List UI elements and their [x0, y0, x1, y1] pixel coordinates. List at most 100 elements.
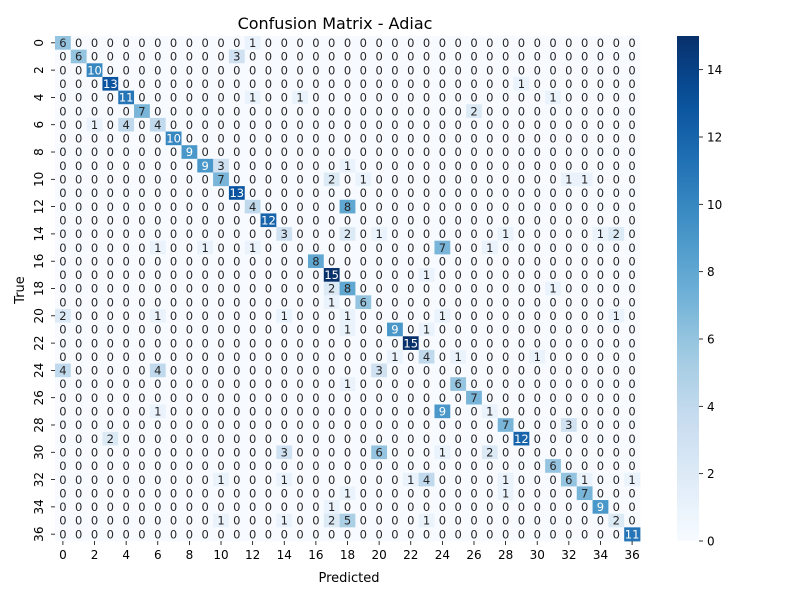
heatmap-cell-label: 0	[502, 132, 509, 146]
heatmap-cell	[513, 172, 530, 187]
heatmap-cell-label: 0	[138, 173, 145, 187]
heatmap-cell-label: 0	[470, 514, 477, 528]
heatmap-cell-label: 0	[391, 459, 398, 473]
heatmap-cell	[387, 363, 404, 378]
heatmap-cell-label: 4	[122, 118, 129, 132]
heatmap-cell	[102, 36, 119, 51]
heatmap-cell	[165, 145, 182, 160]
heatmap-cell	[118, 336, 135, 351]
heatmap-cell	[165, 349, 182, 364]
heatmap-cell-label: 0	[518, 159, 525, 173]
heatmap-cell-label: 0	[455, 295, 462, 309]
heatmap-cell	[276, 500, 293, 515]
heatmap-cell	[213, 131, 230, 146]
heatmap-cell	[149, 459, 167, 474]
heatmap-cell-label: 0	[107, 241, 114, 255]
heatmap-cell-label: 0	[328, 309, 335, 323]
heatmap-cell-label: 0	[138, 213, 145, 227]
heatmap-cell-label: 7	[581, 486, 588, 500]
heatmap-cell-label: 0	[581, 132, 588, 146]
heatmap-cell-label: 0	[534, 268, 541, 282]
heatmap-cell	[434, 404, 451, 419]
heatmap-cell-label: 0	[407, 200, 414, 214]
heatmap-cell	[529, 390, 546, 405]
heatmap-cell-label: 0	[549, 500, 556, 514]
heatmap-cell	[70, 76, 88, 91]
heatmap-cell-label: 0	[328, 132, 335, 146]
heatmap-cell-label: 0	[549, 77, 556, 91]
heatmap-cell-label: 0	[597, 213, 604, 227]
heatmap-cell	[624, 76, 641, 91]
heatmap-cell-label: 0	[628, 500, 635, 514]
heatmap-cell	[355, 268, 372, 283]
heatmap-cell-label: 0	[91, 486, 98, 500]
heatmap-cell	[545, 240, 562, 255]
heatmap-cell	[228, 172, 246, 187]
heatmap-cell-label: 0	[486, 432, 493, 446]
heatmap-cell-label: 0	[202, 254, 209, 268]
heatmap-cell	[244, 158, 261, 173]
heatmap-cell-label: 0	[122, 323, 129, 337]
heatmap-cell	[450, 145, 467, 160]
heatmap-cell-label: 0	[59, 186, 66, 200]
heatmap-cell-label: 0	[312, 50, 319, 64]
heatmap-cell-label: 0	[470, 323, 477, 337]
heatmap-cell-label: 0	[312, 486, 319, 500]
heatmap-cell	[276, 90, 293, 105]
heatmap-cell	[260, 240, 277, 255]
heatmap-cell	[371, 131, 388, 146]
heatmap-cell	[592, 254, 609, 269]
heatmap-cell-label: 0	[217, 418, 224, 432]
heatmap-cell	[134, 390, 151, 405]
heatmap-cell	[560, 104, 578, 119]
heatmap-cell-label: 0	[628, 145, 635, 159]
heatmap-cell	[624, 172, 641, 187]
heatmap-cell-label: 1	[154, 241, 161, 255]
heatmap-cell-label: 6	[455, 377, 462, 391]
heatmap-cell-label: 0	[59, 418, 66, 432]
heatmap-cell-label: 0	[249, 254, 256, 268]
heatmap-cell-label: 0	[154, 63, 161, 77]
heatmap-cell-label: 0	[360, 486, 367, 500]
heatmap-cell-label: 0	[534, 432, 541, 446]
heatmap-cell-label: 2	[613, 514, 620, 528]
heatmap-cell-label: 0	[628, 186, 635, 200]
heatmap-cell-label: 0	[391, 473, 398, 487]
heatmap-cell	[149, 254, 167, 269]
heatmap-cell-label: 0	[138, 200, 145, 214]
heatmap-cell	[228, 76, 246, 91]
heatmap-cell-label: 0	[628, 418, 635, 432]
heatmap-cell	[165, 76, 182, 91]
heatmap-cell-label: 0	[407, 173, 414, 187]
heatmap-cell	[102, 63, 119, 78]
heatmap-cell	[55, 63, 72, 78]
heatmap-cell	[576, 308, 593, 324]
heatmap-cell-label: 0	[154, 91, 161, 105]
heatmap-cell-label: 1	[549, 282, 556, 296]
heatmap-cell	[418, 76, 435, 91]
heatmap-cell-label: 0	[154, 200, 161, 214]
heatmap-cell	[292, 431, 309, 446]
colorbar-tick-label: 12	[707, 131, 722, 145]
heatmap-cell-label: 0	[122, 500, 129, 514]
heatmap-cell	[292, 131, 309, 146]
heatmap-cell	[560, 295, 578, 310]
heatmap-cell	[624, 459, 641, 474]
heatmap-cell	[466, 36, 483, 51]
heatmap-cell-label: 0	[360, 227, 367, 241]
heatmap-cell-label: 0	[518, 500, 525, 514]
heatmap-cell-label: 0	[312, 377, 319, 391]
heatmap-cell-label: 0	[296, 405, 303, 419]
heatmap-cell	[181, 527, 198, 542]
y-tick-label: 16	[32, 254, 46, 269]
heatmap-cell	[165, 131, 182, 146]
heatmap-cell	[228, 295, 246, 310]
heatmap-cell	[292, 49, 309, 64]
heatmap-cell	[86, 377, 103, 392]
heatmap-cell-label: 0	[344, 132, 351, 146]
heatmap-cell-label: 0	[186, 104, 193, 118]
heatmap-cell-label: 0	[328, 336, 335, 350]
heatmap-cell	[118, 76, 135, 91]
heatmap-cell-label: 0	[107, 186, 114, 200]
